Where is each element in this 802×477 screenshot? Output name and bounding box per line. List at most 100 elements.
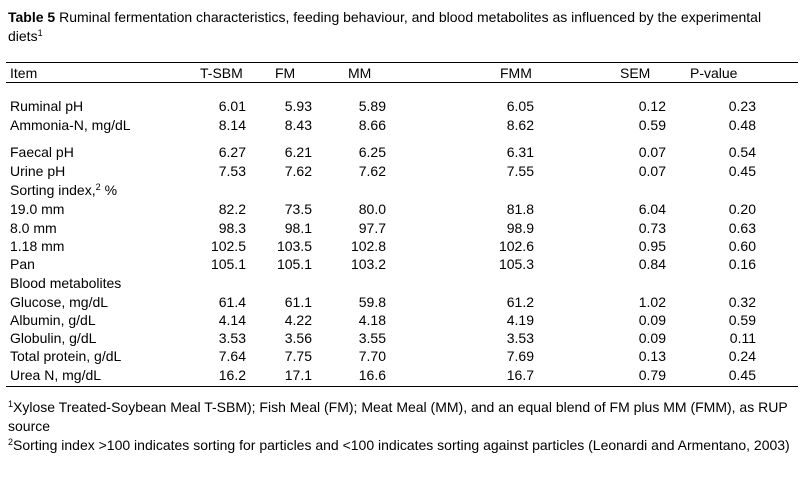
cell-value: 0.95 [638,238,666,254]
row-label-text: Globulin, g/dL [10,330,97,346]
cell-value: 6.25 [358,144,386,160]
cell-value: 8.62 [506,117,534,133]
cell-value: 6.27 [218,144,246,160]
row-label: Pan [10,256,35,272]
cell-value: 0.07 [638,144,666,160]
cell-value: 16.7 [506,367,534,383]
cell-value: 5.93 [284,98,312,114]
title-label: Table 5 [8,9,56,25]
title-text: Ruminal fermentation characteristics, fe… [8,9,762,44]
cell-value: 0.48 [728,117,756,133]
row-label: Blood metabolites [10,275,121,291]
row-label-text: 8.0 mm [10,220,57,236]
row-label-text: Faecal pH [10,144,74,160]
bottom-rule [6,386,798,387]
cell-value: 7.62 [358,163,386,179]
header-rule [6,82,798,83]
row-label-text: Pan [10,256,35,272]
row-label: Sorting index,2% [10,182,117,198]
title-sup: 1 [37,28,43,38]
cell-value: 6.01 [218,98,246,114]
cell-value: 7.69 [506,348,534,364]
cell-value: 0.54 [728,144,756,160]
footnote-text: Sorting index >100 indicates sorting for… [13,437,790,453]
cell-value: 0.23 [728,98,756,114]
cell-value: 61.2 [506,294,534,310]
cell-value: 3.53 [218,330,246,346]
cell-value: 17.1 [284,367,312,383]
cell-value: 6.04 [638,201,666,217]
row-label: Total protein, g/dL [10,348,121,364]
row-label: Albumin, g/dL [10,312,96,328]
row-label-text: Albumin, g/dL [10,312,96,328]
row-label-text: Total protein, g/dL [10,348,122,364]
row-label-text: Urea N, mg/dL [10,367,102,383]
cell-value: 61.4 [218,294,246,310]
cell-value: 8.66 [358,117,386,133]
cell-value: 4.14 [218,312,246,328]
cell-value: 3.56 [284,330,312,346]
cell-value: 0.11 [729,330,756,346]
column-header: FM [275,65,296,81]
cell-value: 61.1 [284,294,312,310]
cell-value: 98.3 [218,220,246,236]
cell-value: 59.8 [358,294,386,310]
column-header: P-value [690,65,738,81]
cell-value: 6.21 [284,144,312,160]
cell-value: 8.43 [284,117,312,133]
top-rule [6,62,798,63]
footnote: 2Sorting index >100 indicates sorting fo… [8,436,793,455]
footnote-text: Xylose Treated-Soybean Meal T-SBM); Fish… [8,399,788,434]
cell-value: 80.0 [358,201,386,217]
cell-value: 0.09 [638,312,666,328]
row-label-text: Urine pH [10,163,66,179]
cell-value: 7.55 [506,163,534,179]
row-label: Urea N, mg/dL [10,367,101,383]
cell-value: 7.70 [358,348,386,364]
cell-value: 0.73 [638,220,666,236]
cell-value: 0.79 [638,367,666,383]
cell-value: 0.63 [728,220,756,236]
cell-value: 0.12 [638,98,666,114]
column-header: T-SBM [200,65,243,81]
column-header: MM [348,65,372,81]
cell-value: 1.02 [638,294,666,310]
cell-value: 0.13 [638,348,666,364]
cell-value: 0.09 [638,330,666,346]
cell-value: 8.14 [218,117,246,133]
table-title: Table 5 Ruminal fermentation characteris… [8,8,788,46]
cell-value: 0.84 [638,256,666,272]
row-label-text: 1.18 mm [10,238,65,254]
row-label: Faecal pH [10,144,74,160]
cell-value: 0.59 [728,312,756,328]
row-label: 1.18 mm [10,238,64,254]
cell-value: 0.60 [728,238,756,254]
row-label: Ammonia-N, mg/dL [10,117,131,133]
cell-value: 105.3 [498,256,534,272]
cell-value: 105.1 [210,256,246,272]
row-label-sup: 2 [95,182,101,192]
cell-value: 81.8 [506,201,534,217]
cell-value: 0.16 [728,256,756,272]
cell-value: 4.18 [358,312,386,328]
row-label: 19.0 mm [10,201,64,217]
cell-value: 4.19 [506,312,534,328]
cell-value: 102.5 [210,238,246,254]
row-label-suffix: % [104,182,118,198]
cell-value: 98.9 [506,220,534,236]
cell-value: 0.59 [638,117,666,133]
cell-value: 103.2 [350,256,386,272]
footnote-mark: 2 [8,437,14,447]
cell-value: 73.5 [284,201,312,217]
cell-value: 98.1 [284,220,312,236]
cell-value: 3.55 [358,330,386,346]
row-label-text: Ruminal pH [10,98,84,114]
cell-value: 0.32 [728,294,756,310]
footnote-mark: 1 [8,399,14,409]
cell-value: 0.07 [638,163,666,179]
row-label: Globulin, g/dL [10,330,96,346]
footnote: 1Xylose Treated-Soybean Meal T-SBM); Fis… [8,398,793,436]
row-label: Urine pH [10,163,65,179]
cell-value: 0.45 [728,367,756,383]
